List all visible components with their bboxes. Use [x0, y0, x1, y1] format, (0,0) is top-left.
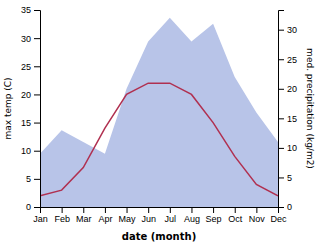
tick: 15 — [21, 118, 40, 128]
tick: 30 — [278, 25, 297, 35]
tick-mark — [235, 207, 236, 213]
axis-line — [34, 11, 41, 208]
tick-mark — [148, 207, 149, 213]
tick-label: 5 — [287, 173, 292, 183]
tick-mark — [105, 207, 106, 213]
tick-label: 15 — [21, 118, 31, 128]
tick-label: 30 — [21, 34, 31, 44]
tick-mark — [62, 207, 63, 213]
tick-mark — [278, 89, 284, 90]
tick-mark — [213, 207, 214, 213]
tick-label: May — [119, 214, 137, 224]
marks — [40, 18, 278, 207]
tick-label: 25 — [287, 55, 297, 65]
tick-label: Dec — [270, 214, 287, 224]
tick: 20 — [278, 84, 297, 94]
tick: 0 — [26, 202, 40, 212]
tick-mark — [278, 207, 284, 208]
tick-label: 0 — [287, 202, 292, 212]
tick-label: Apr — [98, 214, 112, 224]
tick: 35 — [21, 5, 40, 15]
tick: 25 — [21, 62, 40, 72]
tick: Jul — [165, 207, 177, 224]
tick-mark — [278, 30, 284, 31]
area — [40, 18, 278, 207]
tick-label: Mar — [76, 214, 92, 224]
tick: 5 — [26, 174, 40, 184]
tick-label: 10 — [287, 143, 297, 153]
x-axis-title: date (month) — [122, 231, 196, 242]
tick-label: 15 — [287, 114, 297, 124]
tick: Nov — [249, 207, 266, 224]
tick-label: Jul — [165, 214, 177, 224]
y2-axis-title: med. precipitation (kg/m2) — [305, 48, 315, 169]
tick-label: Jan — [33, 214, 48, 224]
tick: Apr — [98, 207, 112, 224]
tick-label: 20 — [287, 84, 297, 94]
tick-label: 0 — [26, 202, 31, 212]
tick: 25 — [278, 55, 297, 65]
tick: Aug — [184, 207, 200, 224]
tick-label: 10 — [21, 146, 31, 156]
tick-mark — [278, 177, 284, 178]
tick-mark — [127, 207, 128, 213]
tick-label: 5 — [26, 174, 31, 184]
plot: JanFebMarAprMayJunJulAugSepOctNovDec0510… — [3, 5, 315, 242]
tick-mark — [34, 151, 40, 152]
tick-mark — [83, 207, 84, 213]
tick-label: 35 — [21, 5, 31, 15]
tick-mark — [34, 10, 40, 11]
tick-mark — [34, 179, 40, 180]
tick: Oct — [228, 207, 243, 224]
tick: 10 — [21, 146, 40, 156]
tick: May — [119, 207, 137, 224]
tick: 0 — [278, 202, 292, 212]
tick: Jan — [33, 207, 48, 224]
tick-label: Oct — [228, 214, 243, 224]
tick-mark — [278, 59, 284, 60]
tick-label: 20 — [21, 90, 31, 100]
tick-mark — [34, 66, 40, 67]
tick: Jun — [141, 207, 156, 224]
tick: 5 — [278, 173, 292, 183]
x-axis: Jan Feb Mar Apr May Jun Jul Aug Sep Oct Nov Dec — [33, 207, 287, 224]
y2-axis: 0 5 10 15 20 25 30 — [278, 11, 297, 213]
tick: 15 — [278, 114, 297, 124]
tick-label: Nov — [249, 214, 266, 224]
tick: Feb — [54, 207, 70, 224]
tick-mark — [170, 207, 171, 213]
y-axis-title: max temp (C) — [3, 77, 13, 139]
tick: 20 — [21, 90, 40, 100]
tick-mark — [191, 207, 192, 213]
tick-label: Aug — [184, 214, 200, 224]
tick: Mar — [76, 207, 92, 224]
y-axis: 0 5 10 15 20 25 30 35 — [21, 5, 41, 212]
tick: 30 — [21, 34, 40, 44]
axis-line — [279, 11, 285, 208]
tick-mark — [34, 207, 40, 208]
tick: Dec — [270, 207, 287, 224]
tick-label: Sep — [206, 214, 222, 224]
tick-label: 30 — [287, 25, 297, 35]
line — [40, 83, 278, 196]
tick-label: 25 — [21, 62, 31, 72]
tick-mark — [256, 207, 257, 213]
chart: JanFebMarAprMayJunJulAugSepOctNovDec0510… — [0, 0, 318, 247]
tick: 10 — [278, 143, 297, 153]
tick-mark — [278, 148, 284, 149]
tick-mark — [34, 123, 40, 124]
tick-mark — [278, 118, 284, 119]
tick-label: Feb — [54, 214, 70, 224]
tick-label: Jun — [141, 214, 156, 224]
tick-mark — [34, 38, 40, 39]
tick: Sep — [206, 207, 222, 224]
tick-mark — [34, 94, 40, 95]
axis-line — [41, 208, 279, 214]
